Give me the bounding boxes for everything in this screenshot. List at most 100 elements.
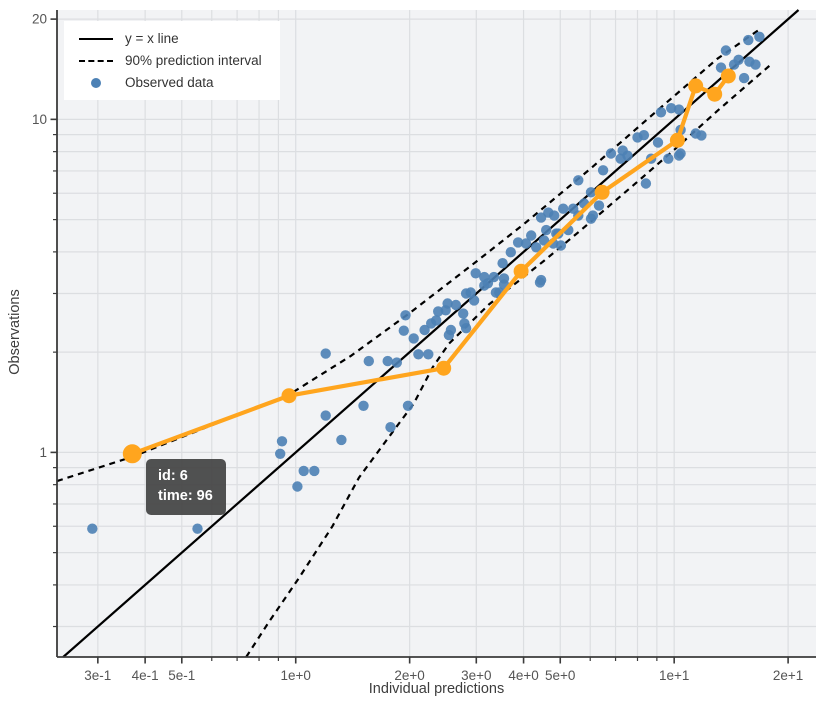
observed-point[interactable] — [593, 200, 605, 211]
observed-point[interactable] — [450, 299, 462, 311]
observed-point[interactable] — [320, 348, 331, 359]
x-tick-label: 5e-1 — [168, 668, 195, 683]
observed-point[interactable] — [292, 481, 303, 492]
individual-point[interactable] — [720, 68, 736, 84]
observed-point[interactable] — [276, 436, 288, 447]
observed-point[interactable] — [738, 72, 750, 84]
observed-point[interactable] — [309, 465, 320, 477]
plot-area — [57, 10, 816, 657]
observed-point[interactable] — [531, 242, 542, 253]
observed-point[interactable] — [675, 148, 686, 159]
observed-point[interactable] — [663, 153, 674, 164]
observed-point[interactable] — [587, 210, 599, 221]
observed-point[interactable] — [382, 355, 393, 367]
observed-point[interactable] — [468, 295, 480, 306]
observed-point[interactable] — [336, 434, 347, 446]
observed-point[interactable] — [423, 349, 434, 360]
observed-point[interactable] — [555, 240, 567, 251]
observed-point[interactable] — [605, 148, 617, 159]
observed-point[interactable] — [558, 203, 569, 214]
observed-point[interactable] — [750, 59, 761, 70]
observed-point[interactable] — [458, 308, 469, 319]
observed-point[interactable] — [666, 103, 677, 114]
individual-trajectory — [122, 68, 736, 464]
observed-point[interactable] — [520, 238, 532, 249]
individual-point[interactable] — [281, 388, 297, 404]
observed-point[interactable] — [87, 523, 98, 534]
legend-item-identity-line[interactable]: y = x line — [79, 31, 262, 46]
observed-point[interactable] — [445, 324, 457, 336]
observed-point[interactable] — [743, 34, 754, 46]
observed-point[interactable] — [541, 224, 552, 236]
gridlines — [57, 10, 816, 657]
legend-item-prediction-interval[interactable]: 90% prediction interval — [79, 53, 262, 68]
observed-point[interactable] — [754, 31, 765, 42]
x-axis: 3e-1 4e-1 5e-1 1e+0 2e+0 3e+0 4e+0 5e+0 1e+1 2e+1 — [57, 656, 816, 683]
observed-point[interactable] — [400, 310, 411, 321]
observed-point[interactable] — [673, 104, 685, 115]
y-tick-label: 20 — [32, 12, 47, 27]
observed-point[interactable] — [402, 400, 414, 411]
observed-point[interactable] — [573, 175, 584, 186]
observed-point[interactable] — [442, 298, 453, 309]
tooltip-time-line: time: 96 — [158, 488, 213, 505]
solid-line-icon — [79, 37, 113, 40]
observed-point[interactable] — [549, 210, 560, 221]
observed-point[interactable] — [733, 54, 744, 65]
individual-point[interactable] — [707, 86, 723, 102]
x-tick-label: 4e+0 — [508, 668, 538, 683]
observed-point[interactable] — [470, 268, 481, 279]
individual-point[interactable] — [122, 444, 142, 464]
observed-point[interactable] — [320, 410, 331, 421]
observed-point[interactable] — [363, 355, 374, 367]
observed-point[interactable] — [655, 107, 667, 118]
observed-point[interactable] — [465, 287, 476, 298]
observed-point[interactable] — [419, 324, 430, 336]
legend-item-observed-data[interactable]: Observed data — [79, 75, 262, 90]
observed-point[interactable] — [488, 271, 500, 283]
y-tick-label: 1 — [39, 445, 47, 460]
individual-point[interactable] — [669, 132, 685, 148]
observed-point[interactable] — [413, 349, 424, 360]
observed-point[interactable] — [497, 258, 508, 269]
observed-point[interactable] — [275, 448, 286, 459]
observed-point[interactable] — [408, 333, 419, 344]
observed-point[interactable] — [538, 235, 550, 246]
x-tick-label: 4e-1 — [132, 668, 159, 683]
observed-point[interactable] — [460, 323, 472, 334]
observed-point[interactable] — [298, 465, 309, 477]
observed-point[interactable] — [696, 130, 707, 141]
observed-point[interactable] — [526, 230, 537, 241]
observed-point[interactable] — [505, 247, 516, 258]
observed-point[interactable] — [597, 165, 609, 176]
observed-point[interactable] — [398, 325, 409, 336]
individual-point[interactable] — [688, 78, 704, 94]
legend-item-label: Observed data — [125, 75, 214, 90]
individual-point[interactable] — [513, 263, 529, 279]
legend-item-label: 90% prediction interval — [125, 53, 262, 68]
observed-point[interactable] — [640, 178, 652, 189]
observed-point[interactable] — [652, 137, 664, 148]
observed-point[interactable] — [535, 274, 547, 286]
observed-point[interactable] — [192, 523, 203, 534]
observed-point[interactable] — [638, 130, 650, 141]
x-tick-label: 5e+0 — [545, 668, 575, 683]
observed-point[interactable] — [358, 400, 369, 411]
x-tick-label: 2e+0 — [394, 668, 424, 683]
observed-point[interactable] — [512, 237, 524, 248]
y-tick-label: 10 — [32, 112, 47, 127]
observed-point[interactable] — [720, 45, 732, 56]
observed-point[interactable] — [622, 150, 633, 161]
individual-point[interactable] — [594, 184, 610, 200]
observed-point[interactable] — [585, 187, 597, 198]
individual-point[interactable] — [436, 360, 452, 376]
observed-point[interactable] — [498, 273, 510, 284]
legend: y = x line 90% prediction interval Obser… — [64, 21, 280, 100]
observed-point[interactable] — [385, 422, 396, 433]
observed-point[interactable] — [431, 315, 442, 326]
pi-lower-line — [245, 63, 772, 658]
x-tick-label: 1e+1 — [659, 668, 689, 683]
point-marker-icon — [79, 77, 113, 88]
observed-point[interactable] — [391, 357, 402, 368]
